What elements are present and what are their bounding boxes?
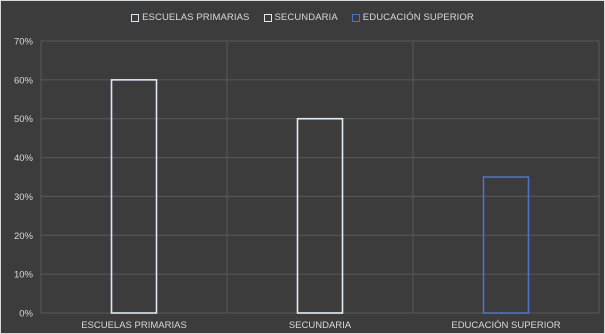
bar: [482, 176, 530, 314]
legend-swatch: [351, 13, 360, 22]
y-tick-label: 20%: [14, 231, 34, 242]
legend-label: EDUCACIÓN SUPERIOR: [362, 12, 474, 23]
y-tick-label: 40%: [14, 153, 34, 164]
legend-entry: ESCUELAS PRIMARIAS: [131, 12, 249, 23]
y-tick-label: 10%: [14, 270, 34, 281]
y-tick-label: 0%: [19, 309, 33, 320]
legend-swatch: [263, 13, 272, 22]
legend-entry: EDUCACIÓN SUPERIOR: [351, 12, 474, 23]
y-tick-label: 70%: [14, 37, 34, 48]
legend: ESCUELAS PRIMARIAS SECUNDARIA EDUCACIÓN SU…: [1, 12, 604, 23]
x-tick-label: SECUNDARIA: [289, 320, 352, 331]
x-tick-label: EDUCACIÓN SUPERIOR: [451, 320, 560, 331]
legend-label: ESCUELAS PRIMARIAS: [142, 12, 250, 23]
bar: [110, 79, 158, 314]
bar: [296, 117, 344, 314]
legend-swatch: [131, 13, 140, 22]
x-tick-label: ESCUELAS PRIMARIAS: [81, 320, 187, 331]
y-tick-label: 60%: [14, 75, 34, 86]
legend-label: SECUNDARIA: [274, 12, 338, 23]
legend-entry: SECUNDARIA: [263, 12, 338, 23]
y-tick-label: 50%: [14, 114, 34, 125]
y-tick-label: 30%: [14, 192, 34, 203]
